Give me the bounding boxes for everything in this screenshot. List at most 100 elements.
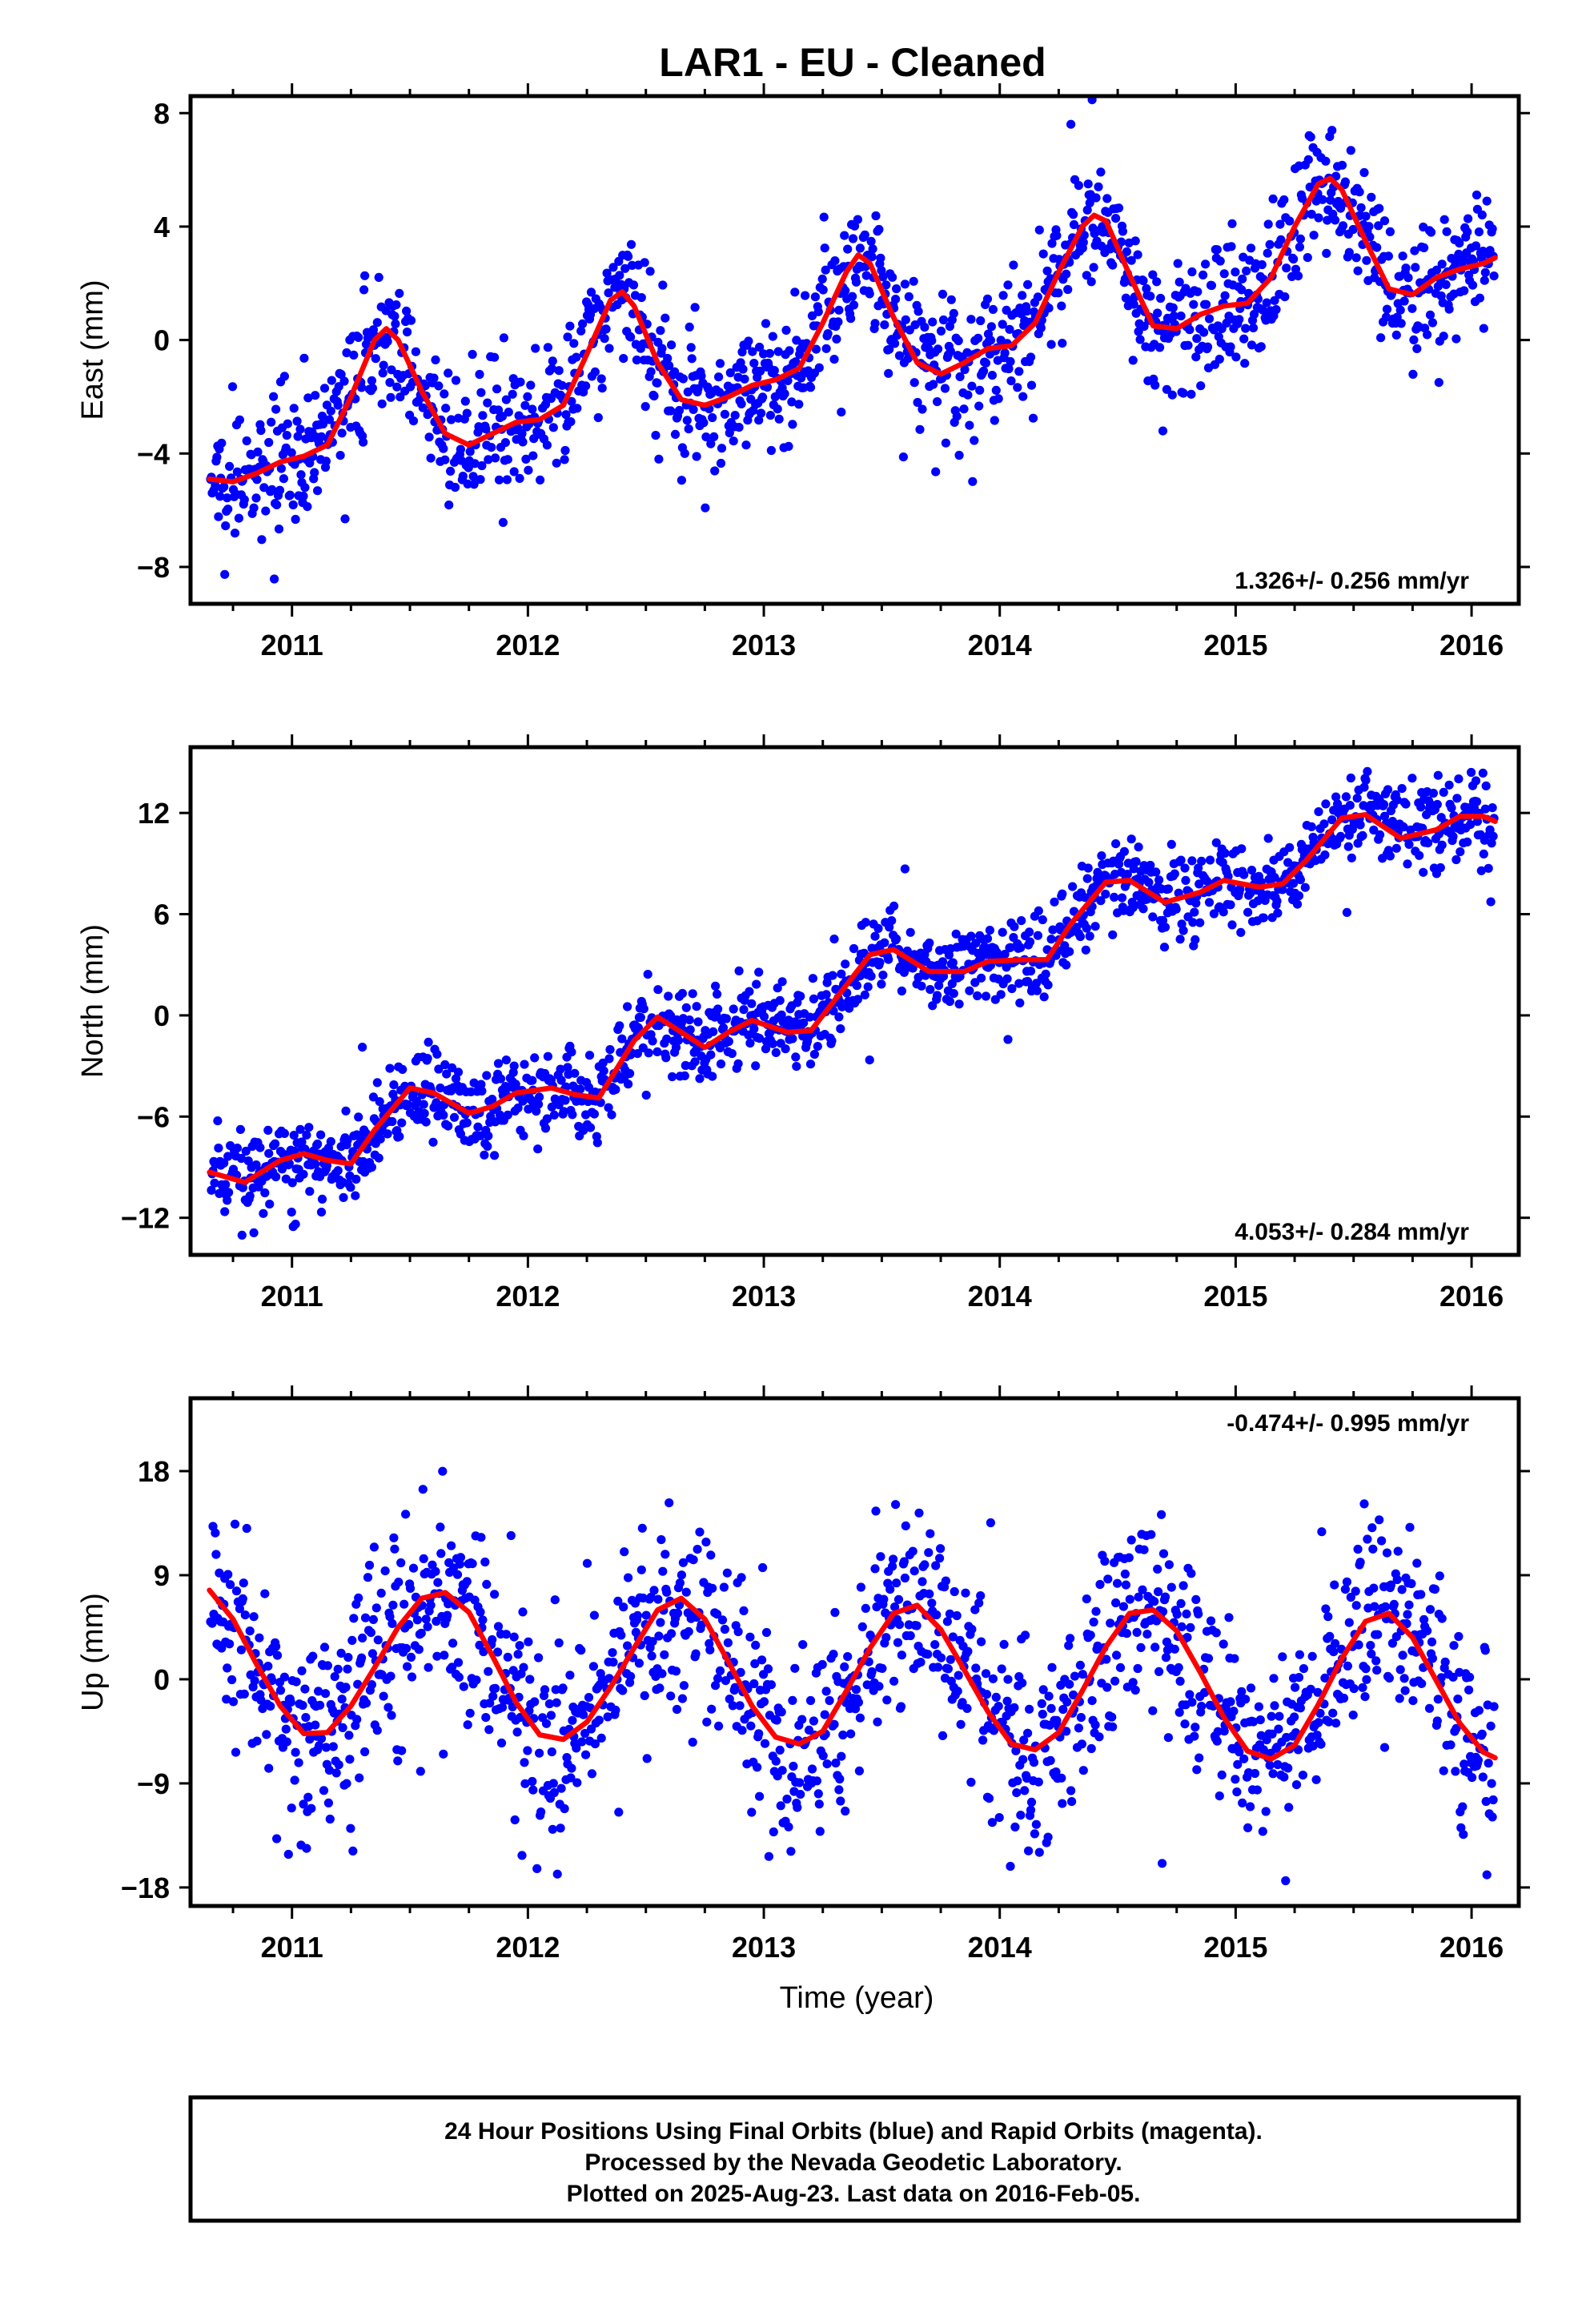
data-point [334, 1760, 343, 1770]
data-point [1459, 1830, 1468, 1839]
data-point [1280, 292, 1290, 302]
data-point [771, 1756, 781, 1766]
data-point [979, 366, 989, 376]
data-point [761, 319, 771, 328]
data-point [302, 1130, 311, 1140]
data-point [1383, 251, 1393, 261]
data-point [619, 1602, 628, 1612]
data-point [1263, 834, 1273, 843]
data-point [904, 292, 913, 302]
data-point [1096, 896, 1106, 906]
data-point [1452, 334, 1461, 344]
data-point [292, 416, 302, 426]
data-point [439, 1110, 448, 1120]
data-point [781, 325, 791, 335]
data-point [823, 329, 833, 339]
data-point [1314, 213, 1323, 223]
data-point [1070, 1671, 1080, 1681]
data-point [1358, 830, 1367, 840]
data-point [1086, 277, 1096, 287]
data-point [484, 1725, 494, 1735]
data-point [661, 1053, 671, 1063]
data-point [418, 403, 428, 412]
data-point [943, 1664, 953, 1674]
data-point [1177, 1622, 1186, 1631]
data-point [1087, 96, 1097, 105]
data-point [971, 939, 981, 948]
data-point [608, 263, 618, 272]
data-point [681, 1003, 691, 1012]
data-point [1220, 848, 1230, 858]
data-point [968, 476, 978, 486]
data-point [472, 1675, 481, 1685]
data-point [383, 336, 392, 346]
data-point [1403, 1610, 1412, 1619]
data-point [758, 1562, 768, 1573]
data-point [1479, 849, 1488, 858]
data-point [1263, 219, 1273, 229]
data-point [1342, 1577, 1351, 1586]
data-point [556, 1076, 566, 1085]
data-point [520, 1758, 529, 1767]
data-point [952, 1610, 962, 1621]
data-point [490, 1151, 500, 1160]
data-point [533, 1144, 543, 1154]
data-point [225, 1639, 235, 1649]
data-point [982, 934, 993, 943]
data-point [862, 1680, 872, 1690]
data-point [666, 406, 676, 416]
data-point [688, 989, 697, 999]
data-point [710, 466, 720, 476]
data-point [1419, 243, 1429, 252]
data-point [1437, 259, 1447, 269]
data-point [343, 1136, 352, 1145]
data-point [1150, 1642, 1160, 1652]
data-point [727, 1049, 737, 1059]
data-point [1239, 870, 1249, 879]
data-point [783, 376, 793, 385]
data-point [853, 1698, 863, 1707]
data-point [1178, 1581, 1188, 1590]
data-point [317, 412, 327, 421]
data-point [436, 1522, 445, 1532]
data-point [965, 986, 974, 995]
data-point [634, 1659, 644, 1668]
data-point [1220, 291, 1230, 300]
data-point [1232, 1787, 1242, 1797]
data-point [1472, 797, 1482, 806]
data-point [1444, 780, 1454, 790]
data-point [316, 1130, 326, 1140]
data-point [831, 984, 841, 994]
data-point [871, 1506, 881, 1516]
data-point [1270, 873, 1279, 883]
data-point [504, 407, 513, 417]
data-point [520, 1779, 530, 1788]
data-point [1444, 304, 1454, 314]
data-point [757, 408, 766, 418]
data-point [1085, 931, 1094, 941]
data-point [1412, 344, 1422, 353]
data-point [235, 1604, 244, 1614]
data-point [1411, 263, 1420, 272]
data-point [604, 344, 614, 353]
data-point [821, 344, 831, 353]
data-point [319, 1642, 330, 1652]
data-point [476, 1533, 486, 1542]
data-point [841, 959, 850, 969]
data-point [734, 966, 744, 975]
data-point [1489, 1702, 1499, 1711]
data-point [1407, 774, 1417, 783]
data-point [1034, 906, 1043, 915]
data-point [1401, 799, 1411, 809]
data-point [620, 1547, 629, 1557]
data-point [1289, 879, 1299, 888]
data-point [1391, 843, 1401, 853]
data-point [808, 974, 818, 983]
data-point [302, 1844, 311, 1853]
data-point [385, 1063, 395, 1073]
data-point [739, 1606, 749, 1615]
data-point [596, 374, 606, 384]
data-point [297, 1666, 307, 1675]
data-point [547, 1102, 556, 1112]
